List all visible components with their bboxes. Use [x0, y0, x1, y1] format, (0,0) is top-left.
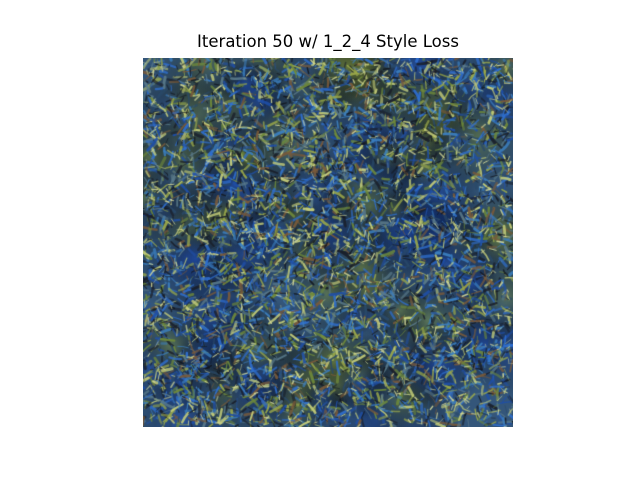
stylized-image [143, 58, 513, 427]
texture-canvas [143, 58, 513, 427]
figure-title: Iteration 50 w/ 1_2_4 Style Loss [197, 32, 459, 51]
